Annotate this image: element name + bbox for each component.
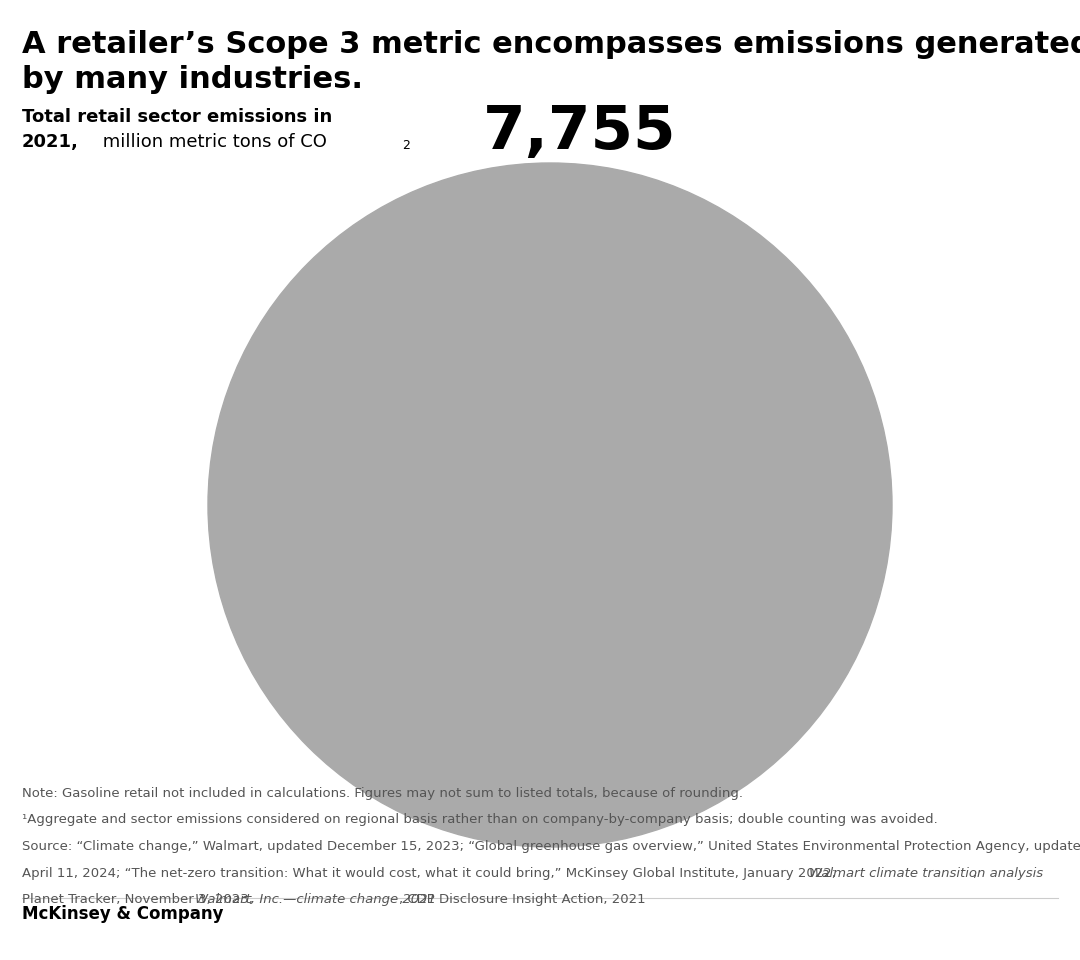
Text: Planet Tracker, November 3, 2023;: Planet Tracker, November 3, 2023; <box>22 893 257 906</box>
Text: million metric tons of CO: million metric tons of CO <box>97 133 327 151</box>
Text: 2021,: 2021, <box>22 133 79 151</box>
Text: Walmart climate transition analysis: Walmart climate transition analysis <box>809 867 1043 879</box>
Text: Note: Gasoline retail not included in calculations. Figures may not sum to liste: Note: Gasoline retail not included in ca… <box>22 787 743 800</box>
Text: ,: , <box>972 867 976 879</box>
Text: 2: 2 <box>402 139 410 152</box>
Text: ¹Aggregate and sector emissions considered on regional basis rather than on comp: ¹Aggregate and sector emissions consider… <box>22 813 937 827</box>
Text: Walmart, Inc.—climate change 2021: Walmart, Inc.—climate change 2021 <box>195 893 436 906</box>
Text: by many industries.: by many industries. <box>22 65 363 94</box>
Text: Source: “Climate change,” Walmart, updated December 15, 2023; “Global greenhouse: Source: “Climate change,” Walmart, updat… <box>22 840 1080 853</box>
Text: , CDP Disclosure Insight Action, 2021: , CDP Disclosure Insight Action, 2021 <box>399 893 646 906</box>
Text: 7,755: 7,755 <box>483 103 677 162</box>
Text: A retailer’s Scope 3 metric encompasses emissions generated: A retailer’s Scope 3 metric encompasses … <box>22 30 1080 59</box>
Text: Total retail sector emissions in: Total retail sector emissions in <box>22 108 333 126</box>
Text: McKinsey & Company: McKinsey & Company <box>22 905 224 923</box>
Ellipse shape <box>208 163 892 847</box>
Text: April 11, 2024; “The net-zero transition: What it would cost, what it could brin: April 11, 2024; “The net-zero transition… <box>22 867 840 879</box>
